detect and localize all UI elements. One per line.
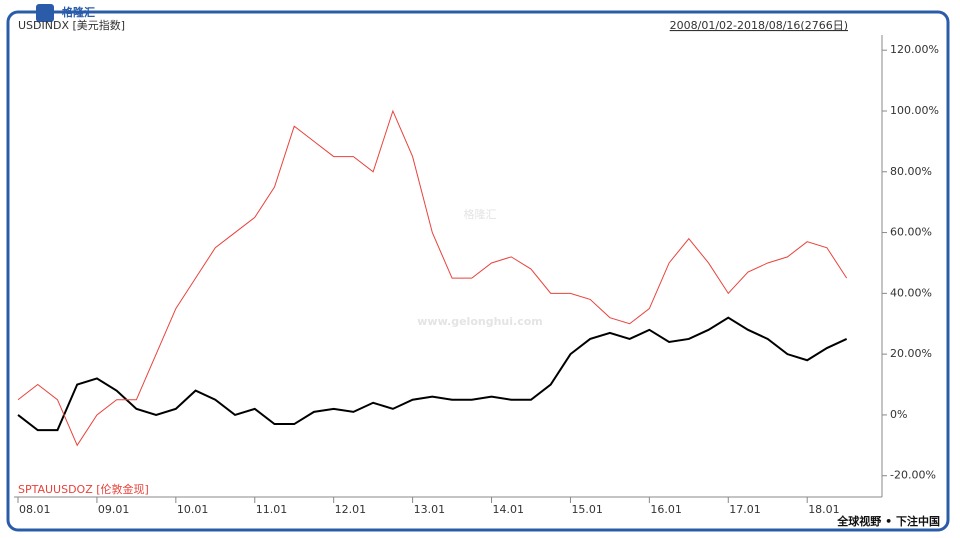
x-tick-label: 16.01: [650, 503, 682, 516]
watermark: 格隆汇: [464, 207, 497, 221]
frame: [6, 10, 950, 532]
x-tick-label: 12.01: [335, 503, 367, 516]
x-tick-label: 10.01: [177, 503, 209, 516]
x-tick-label: 14.01: [493, 503, 525, 516]
line: [17, 316, 848, 432]
y-tick-label: 120.00%: [890, 43, 939, 56]
logo-icon: [36, 4, 54, 22]
watermark-url: www.gelonghui.com: [417, 315, 542, 328]
y-tick-label: 80.00%: [890, 165, 932, 178]
x-tick-label: 15.01: [571, 503, 603, 516]
logo: 格隆汇: [62, 5, 95, 19]
date-range: 2008/01/02-2018/08/16(2766日): [670, 19, 848, 32]
x-tick-label: 08.01: [19, 503, 51, 516]
legend-entry: USDINDX [美元指数]: [18, 18, 125, 32]
y-tick-label: 0%: [890, 408, 907, 421]
slogan: 全球视野 • 下注中国: [836, 514, 940, 528]
x-tick-label: 11.01: [256, 503, 288, 516]
x-tick-label: 13.01: [414, 503, 446, 516]
y-tick-label: -20.00%: [890, 469, 936, 482]
y-tick-label: 40.00%: [890, 286, 932, 299]
line: [17, 109, 848, 447]
legend-entry: SPTAUUSDOZ [伦敦金现]: [18, 482, 149, 496]
y-tick-label: 100.00%: [890, 104, 939, 117]
x-tick-label: 09.01: [98, 503, 130, 516]
y-tick-label: 20.00%: [890, 347, 932, 360]
x-tick-label: 18.01: [808, 503, 840, 516]
x-tick-label: 17.01: [729, 503, 761, 516]
y-tick-label: 60.00%: [890, 226, 932, 239]
